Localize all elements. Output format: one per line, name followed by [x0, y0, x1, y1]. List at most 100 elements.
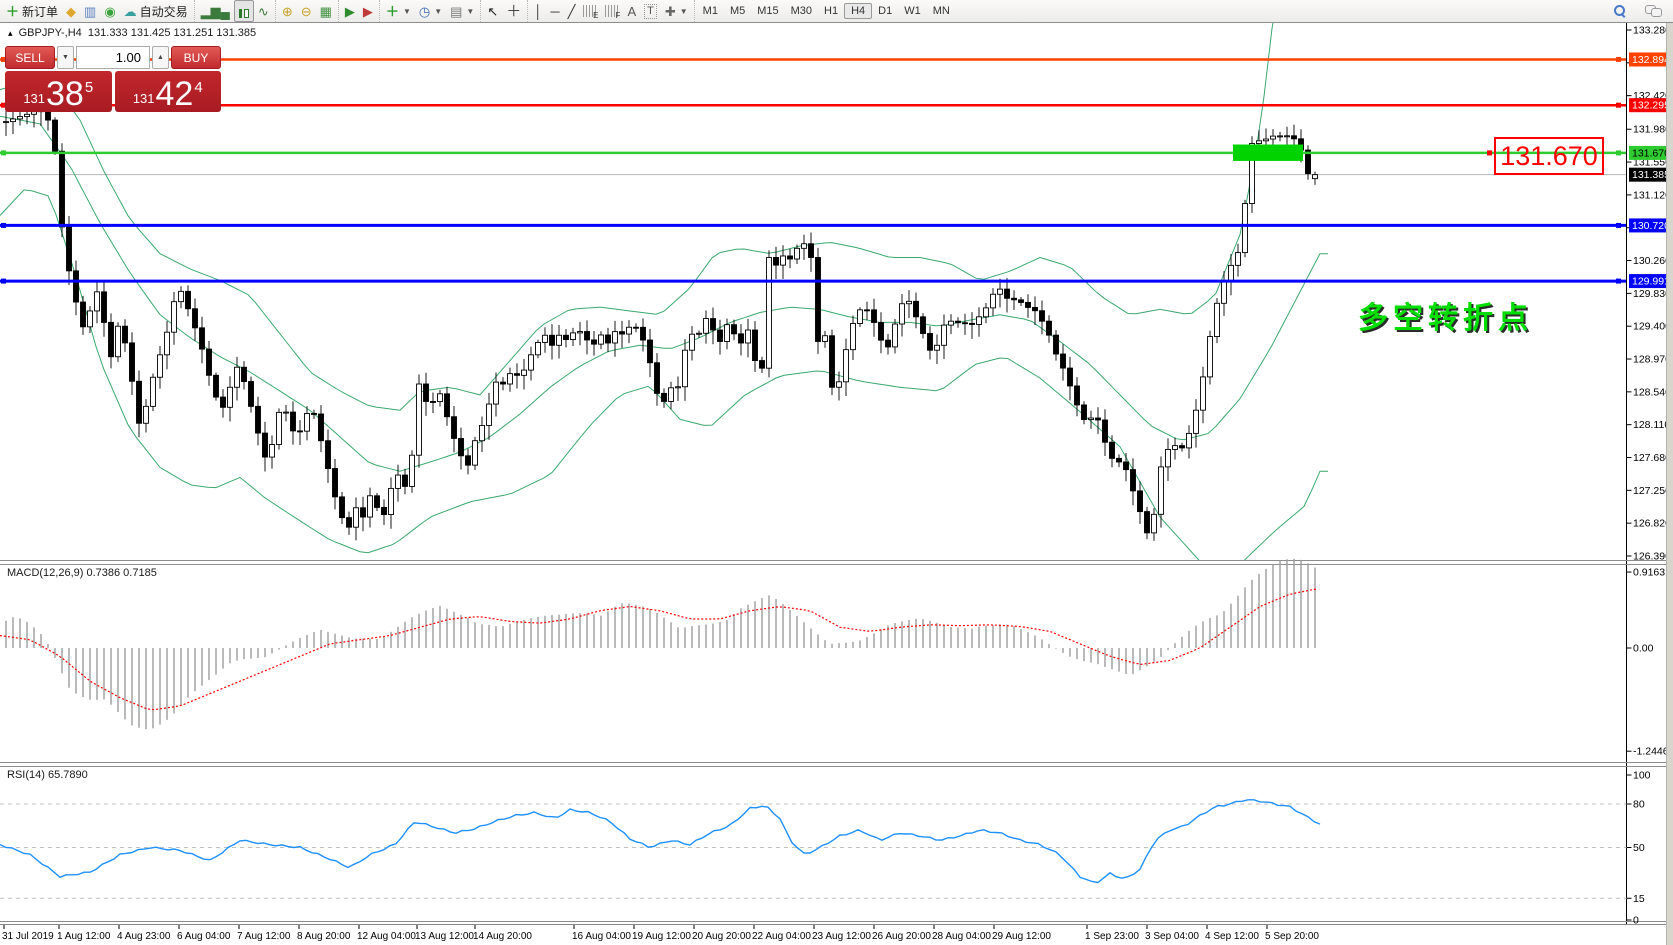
toolbar-group-timeframes: M1 M5 M15 M30 H1 H4 D1 W1 MN: [693, 0, 958, 22]
buy-button[interactable]: BUY: [171, 46, 221, 69]
chart-marker-icon: ▴: [8, 28, 13, 38]
new-order-icon: ＋: [6, 3, 20, 19]
new-order-button[interactable]: ＋ 新订单: [2, 1, 62, 21]
signals-button[interactable]: ◉: [100, 1, 119, 21]
volume-decrease-button[interactable]: ▼: [57, 46, 74, 69]
svg-text:15: 15: [1633, 893, 1645, 905]
new-order-label: 新订单: [22, 4, 59, 19]
terminal-icon: ▥: [84, 3, 97, 19]
text-icon: A: [627, 3, 637, 19]
toolbar-group-cursor: ↖ ＋: [480, 0, 527, 22]
timeframe-m30[interactable]: M30: [790, 5, 813, 17]
chart-shift-icon: ▶: [344, 3, 355, 19]
horizontal-line-button[interactable]: ─: [546, 1, 563, 21]
terminal-button[interactable]: ▥: [80, 1, 100, 21]
text-label-icon: T: [644, 3, 657, 19]
time-axis-label: 4 Aug 23:00: [117, 931, 171, 942]
svg-text:129.400: 129.400: [1633, 321, 1671, 333]
line-chart-button[interactable]: ∿: [254, 1, 273, 21]
svg-text:133.280: 133.280: [1633, 25, 1671, 37]
search-icon: [1613, 4, 1627, 18]
text-button[interactable]: A: [623, 1, 640, 21]
time-axis-label: 28 Aug 04:00: [932, 931, 991, 942]
trendline-icon: ╱: [567, 3, 576, 19]
candlestick-chart-button[interactable]: [233, 0, 254, 22]
timeframe-m1[interactable]: M1: [702, 5, 718, 17]
price-callout-box[interactable]: 131.670: [1494, 137, 1604, 175]
equidistant-channel-button[interactable]: E: [579, 1, 601, 21]
metaeditor-button[interactable]: ◆: [62, 1, 80, 21]
auto-scroll-icon: ▶: [362, 3, 373, 19]
chat-icon: [1645, 5, 1662, 17]
crosshair-button[interactable]: ＋: [502, 1, 525, 21]
time-axis-label: 3 Sep 04:00: [1145, 931, 1199, 942]
volume-increase-button[interactable]: ▲: [152, 46, 169, 69]
timeframe-m5[interactable]: M5: [729, 5, 746, 17]
vertical-line-button[interactable]: │: [530, 1, 546, 21]
buy-price[interactable]: 131 42 4: [114, 71, 221, 113]
candlestick-icon: [238, 5, 249, 18]
volume-input[interactable]: 1.00: [76, 46, 150, 69]
chart-canvas[interactable]: 133.280132.850132.420131.980131.550131.1…: [0, 22, 1673, 945]
time-axis-label: 12 Aug 04:00: [357, 931, 416, 942]
svg-text:130.260: 130.260: [1633, 255, 1671, 267]
zoom-in-button[interactable]: ⊕: [278, 1, 297, 21]
timeframe-h4[interactable]: H4: [844, 3, 873, 19]
timeframe-d1[interactable]: D1: [878, 5, 893, 17]
buy-price-main: 42: [155, 75, 194, 113]
fibonacci-button[interactable]: F: [601, 1, 623, 21]
symbol-name: GBPJPY-,H4: [18, 27, 82, 39]
svg-text:0.00: 0.00: [1633, 643, 1654, 655]
timeframe-w1[interactable]: W1: [904, 5, 921, 17]
time-axis-label: 16 Aug 04:00: [572, 931, 631, 942]
time-axis-label: 26 Aug 20:00: [872, 931, 931, 942]
arrows-button[interactable]: ✚ ▼: [661, 1, 692, 21]
autotrading-button[interactable]: ☁ 自动交易: [120, 1, 192, 21]
autotrading-label: 自动交易: [139, 4, 188, 19]
tile-windows-button[interactable]: ▦: [316, 1, 336, 21]
svg-text:132.894: 132.894: [1632, 54, 1670, 66]
svg-text:131.120: 131.120: [1633, 189, 1671, 201]
time-axis-label: 1 Sep 23:00: [1085, 931, 1139, 942]
symbol-info: ▴ GBPJPY-,H4 131.333 131.425 131.251 131…: [8, 27, 256, 39]
cursor-button[interactable]: ↖: [483, 1, 502, 21]
periods-button[interactable]: ◷ ▼: [415, 1, 446, 21]
search-button[interactable]: [1609, 1, 1631, 21]
zoom-out-icon: ⊖: [300, 3, 312, 19]
chevron-down-icon: ▼: [402, 6, 411, 16]
timeframe-h1[interactable]: H1: [824, 5, 839, 17]
bar-chart-button[interactable]: ▂▆▄: [197, 1, 234, 21]
time-axis-label: 5 Sep 20:00: [1265, 931, 1319, 942]
chevron-down-icon: ▼: [434, 6, 443, 16]
cursor-icon: ↖: [487, 3, 499, 19]
chat-button[interactable]: [1641, 1, 1665, 21]
zoom-in-icon: ⊕: [281, 3, 293, 19]
clock-icon: ◷: [418, 3, 431, 19]
svg-text:131.980: 131.980: [1633, 124, 1671, 136]
sell-price[interactable]: 131 38 5: [5, 71, 112, 112]
templates-button[interactable]: ▤ ▼: [446, 1, 478, 21]
svg-text:127.680: 127.680: [1633, 452, 1671, 464]
zoom-out-button[interactable]: ⊖: [297, 1, 316, 21]
svg-text:128.970: 128.970: [1633, 354, 1671, 366]
sell-button[interactable]: SELL: [5, 46, 55, 69]
toolbar: ＋ 新订单 ◆ ▥ ◉ ☁ 自动交易 ▂▆▄ ∿ ⊕: [0, 0, 1673, 23]
timeframe-mn[interactable]: MN: [932, 5, 950, 17]
svg-text:50: 50: [1633, 842, 1645, 854]
chart-shift-button[interactable]: ▶: [341, 1, 359, 21]
fibonacci-icon: F: [605, 5, 620, 20]
tile-windows-icon: ▦: [319, 3, 332, 19]
timeframe-m15[interactable]: M15: [757, 5, 779, 17]
auto-scroll-button[interactable]: ▶: [359, 1, 377, 21]
trendline-button[interactable]: ╱: [564, 1, 580, 21]
indicators-button[interactable]: ＋ ▼: [382, 1, 415, 21]
time-axis-label: 29 Aug 12:00: [992, 931, 1051, 942]
symbol-ohlc: 131.333 131.425 131.251 131.385: [87, 27, 257, 39]
buy-price-prefix: 131: [132, 91, 155, 106]
window-right-edge: [1666, 22, 1673, 945]
svg-text:-1.2446: -1.2446: [1633, 746, 1669, 758]
text-label-button[interactable]: T: [640, 1, 661, 21]
svg-text:129.830: 129.830: [1633, 288, 1671, 300]
time-axis-label: 6 Aug 04:00: [177, 931, 231, 942]
